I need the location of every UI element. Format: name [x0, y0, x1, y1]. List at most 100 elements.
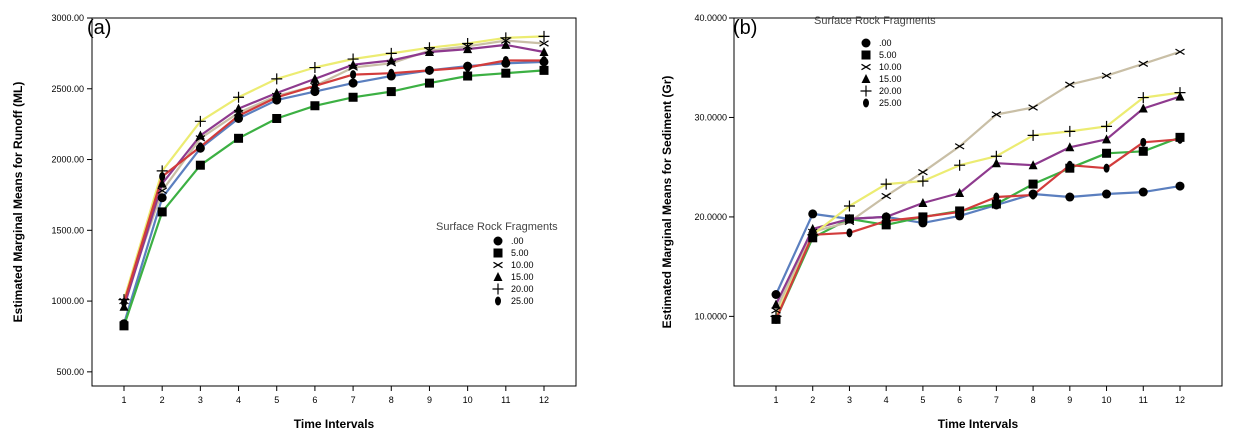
legend-label: 25.00	[511, 296, 534, 306]
data-point	[1030, 190, 1037, 200]
x-tick-label: 6	[957, 395, 962, 405]
legend-label: 15.00	[879, 74, 902, 84]
data-point	[1028, 160, 1038, 170]
data-point	[233, 91, 245, 103]
data-point	[501, 68, 511, 78]
data-point	[385, 47, 397, 59]
data-point	[157, 193, 167, 203]
x-tick-label: 2	[810, 395, 815, 405]
data-point	[309, 62, 321, 74]
data-point	[348, 92, 358, 102]
data-point	[1066, 160, 1073, 170]
legend-marker-circle	[861, 38, 871, 48]
y-tick-label: 1500.00	[51, 225, 84, 235]
data-point	[1102, 134, 1112, 144]
legend-marker-plus	[860, 85, 872, 97]
data-point	[1138, 60, 1149, 67]
data-point	[991, 158, 1001, 168]
data-point	[388, 68, 395, 78]
y-tick-label: 20.0000	[694, 212, 727, 222]
data-point	[271, 73, 283, 85]
series-line-plus	[122, 35, 545, 301]
data-point	[272, 113, 282, 123]
data-point	[121, 297, 127, 307]
plot-frame	[733, 17, 1223, 387]
y-axis-title: Estimated Marginal Means for Sediment (G…	[660, 76, 674, 329]
data-point	[157, 178, 167, 188]
legend-marker-circle	[493, 236, 503, 246]
data-point	[954, 159, 966, 171]
data-point	[771, 299, 781, 309]
data-point	[956, 207, 963, 217]
series-line-square	[122, 69, 545, 327]
series-line-triangle	[775, 95, 1181, 305]
x-tick-label: 4	[236, 395, 241, 405]
data-point	[991, 199, 1001, 209]
series-markers-triangle	[119, 39, 549, 311]
x-tick-label: 10	[1102, 395, 1112, 405]
panel-label: (b)	[733, 17, 757, 39]
chart-panel-a: 500.00 1000.00 1500.00 2000.00 2500.00 3000.0…	[11, 13, 577, 431]
data-point	[919, 212, 926, 222]
series-markers-square	[119, 65, 549, 331]
y-tick-label: 2000.00	[51, 155, 84, 165]
y-axis-title: Estimated Marginal Means for Runoff (ML)	[11, 82, 25, 323]
data-point	[1065, 192, 1075, 202]
data-point	[539, 65, 549, 75]
data-point	[808, 223, 818, 233]
data-point	[500, 32, 512, 44]
x-tick-label: 11	[1139, 395, 1148, 405]
legend-marker-plus	[492, 283, 504, 295]
y-tick-label: 2500.00	[51, 84, 84, 94]
x-axis-title: Time Intervals	[294, 417, 375, 431]
legend-title: Surface Rock Fragments	[814, 15, 936, 27]
legend: Surface Rock Fragments .00 5.00 10.00 15.00 2…	[436, 221, 558, 306]
legend-label: 15.00	[511, 272, 534, 282]
legend-label: 10.00	[879, 62, 902, 72]
data-point	[846, 228, 853, 238]
data-point	[1065, 142, 1075, 152]
data-point	[197, 142, 204, 152]
series-markers-ellipse	[773, 134, 1183, 324]
data-point	[195, 160, 205, 170]
data-point	[881, 192, 891, 200]
legend-marker-square	[493, 248, 503, 258]
data-point	[955, 188, 965, 198]
data-point	[350, 70, 357, 80]
data-point	[843, 200, 855, 212]
legend-label: 5.00	[879, 50, 897, 60]
data-point	[157, 207, 167, 217]
y-tick-label: 500.00	[56, 367, 84, 377]
data-point	[1028, 179, 1038, 189]
data-point	[194, 115, 206, 127]
data-point	[157, 187, 167, 194]
data-point	[918, 197, 928, 207]
data-point	[1177, 134, 1183, 144]
data-point	[348, 78, 358, 88]
data-point	[347, 53, 359, 65]
data-point	[993, 192, 1000, 202]
data-point	[918, 168, 928, 176]
series-markers-ellipse	[121, 55, 547, 307]
legend-marker-ellipse	[863, 98, 869, 108]
x-tick-label: 2	[160, 395, 165, 405]
data-point	[310, 101, 320, 111]
data-point	[311, 81, 318, 91]
data-point	[1027, 129, 1039, 141]
data-point	[386, 87, 396, 97]
legend-label: 10.00	[511, 260, 534, 270]
series-line-triangle	[122, 43, 545, 308]
y-tick-label: 30.0000	[694, 112, 727, 122]
data-point	[541, 55, 547, 65]
legend-label: 5.00	[511, 248, 529, 258]
data-point	[844, 213, 854, 223]
x-tick-label: 11	[501, 395, 510, 405]
x-tick-label: 8	[389, 395, 394, 405]
data-point	[1103, 163, 1110, 173]
data-point	[1102, 148, 1112, 158]
x-tick-label: 5	[274, 395, 279, 405]
x-tick-label: 7	[994, 395, 999, 405]
legend-marker-triangle	[861, 74, 871, 83]
x-tick-label: 3	[847, 395, 852, 405]
